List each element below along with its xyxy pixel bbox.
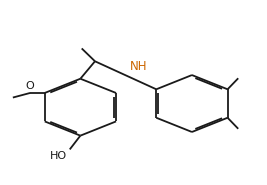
Text: O: O (26, 81, 34, 91)
Text: HO: HO (50, 151, 67, 161)
Text: NH: NH (129, 60, 147, 73)
